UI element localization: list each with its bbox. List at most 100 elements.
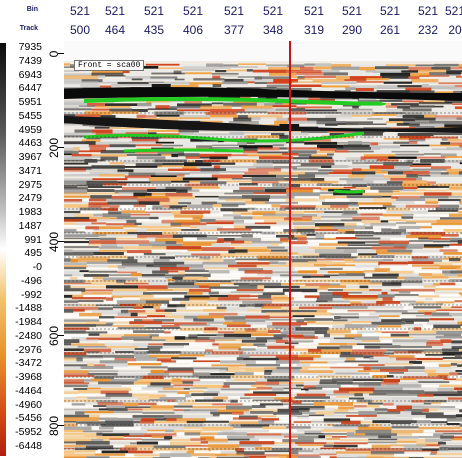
trace-segment: [138, 285, 168, 290]
trace-segment: [140, 426, 161, 430]
trace-segment: [408, 76, 420, 80]
trace-segment: [136, 228, 147, 232]
trace-segment: [383, 402, 394, 406]
trace-segment: [253, 391, 289, 394]
trace-segment: [298, 145, 317, 149]
trace-segment: [425, 138, 442, 140]
trace-segment: [400, 345, 432, 348]
trace-segment: [206, 63, 224, 68]
trace-segment: [336, 247, 372, 250]
trace-segment: [393, 375, 403, 380]
bin-label: Bin: [26, 6, 38, 13]
trace-segment: [418, 69, 447, 73]
trace-segment: [64, 225, 86, 228]
trace-segment: [299, 370, 333, 373]
trace-segment: [64, 123, 83, 126]
trace-segment: [253, 163, 273, 167]
trace-segment: [228, 249, 248, 254]
trace-segment: [413, 270, 443, 273]
trace-segment: [372, 73, 381, 76]
trace-segment: [274, 120, 288, 125]
trace-segment: [85, 141, 96, 145]
trace-segment: [433, 433, 444, 437]
trace-segment: [169, 205, 187, 209]
trace-segment: [176, 109, 210, 112]
trace-segment: [396, 222, 417, 224]
seismic-image[interactable]: [64, 41, 462, 458]
trace-segment: [183, 241, 217, 245]
trace-segment: [318, 195, 336, 200]
trace-segment: [358, 123, 387, 125]
trace-segment: [138, 243, 152, 247]
trace-segment: [351, 253, 359, 256]
trace-segment: [353, 259, 383, 262]
trace-segment: [291, 184, 300, 188]
trace-segment: [451, 438, 462, 441]
trace-segment: [165, 315, 185, 318]
trace-segment: [358, 253, 378, 256]
trace-segment: [432, 273, 445, 278]
trace-segment: [223, 399, 231, 402]
trace-segment: [323, 418, 351, 423]
trace-segment: [239, 354, 250, 358]
trace-segment: [173, 409, 184, 411]
trace-segment: [222, 385, 230, 388]
trace-segment: [425, 414, 456, 419]
trace-segment: [445, 156, 462, 159]
trace-segment: [416, 420, 432, 424]
trace-segment: [130, 135, 161, 140]
trace-segment: [113, 298, 123, 301]
seismic-section[interactable]: [64, 41, 462, 458]
trace-segment: [100, 156, 119, 161]
trace-segment: [348, 204, 359, 207]
trace-segment: [401, 324, 423, 326]
trace-segment: [271, 243, 279, 246]
trace-segment: [253, 372, 265, 376]
trace-segment: [173, 384, 194, 387]
trace-segment: [434, 123, 445, 127]
trace-segment: [178, 202, 192, 205]
trace-segment: [224, 238, 235, 242]
trace-segment: [276, 87, 312, 91]
trace-segment: [165, 429, 174, 433]
trace-segment: [300, 66, 314, 71]
trace-segment: [64, 222, 76, 225]
trace-segment: [142, 69, 155, 72]
trace-segment: [410, 73, 429, 77]
trace-segment: [223, 333, 252, 338]
trace-segment: [99, 334, 125, 337]
trace-segment: [70, 286, 107, 289]
trace-segment: [71, 297, 107, 300]
trace-segment: [291, 258, 317, 263]
trace-segment: [76, 421, 106, 425]
trace-segment: [142, 438, 171, 441]
trace-segment: [293, 226, 320, 230]
trace-segment: [184, 262, 203, 266]
trace-segment: [185, 445, 208, 447]
trace-segment: [426, 342, 444, 346]
trace-segment: [334, 150, 349, 153]
trace-segment: [146, 264, 177, 269]
trace-segment: [147, 130, 179, 132]
trace-segment: [91, 129, 113, 134]
trace-segment: [327, 330, 351, 334]
trace-segment: [419, 123, 435, 128]
trace-segment: [363, 223, 371, 226]
trace-segment: [80, 304, 96, 306]
trace-segment: [345, 121, 374, 124]
trace-segment: [455, 406, 462, 409]
trace-segment: [208, 312, 238, 316]
trace-segment: [183, 387, 190, 390]
trace-segment: [315, 300, 328, 303]
trace-segment: [269, 316, 293, 319]
trace-segment: [282, 288, 318, 293]
trace-segment: [308, 387, 323, 390]
trace-segment: [304, 382, 320, 385]
trace-segment: [109, 127, 144, 129]
trace-segment: [173, 70, 182, 74]
trace-segment: [337, 241, 366, 244]
trace-segment: [219, 414, 239, 419]
trace-segment: [407, 327, 414, 330]
trace-segment: [264, 273, 281, 278]
trace-segment: [182, 276, 209, 281]
